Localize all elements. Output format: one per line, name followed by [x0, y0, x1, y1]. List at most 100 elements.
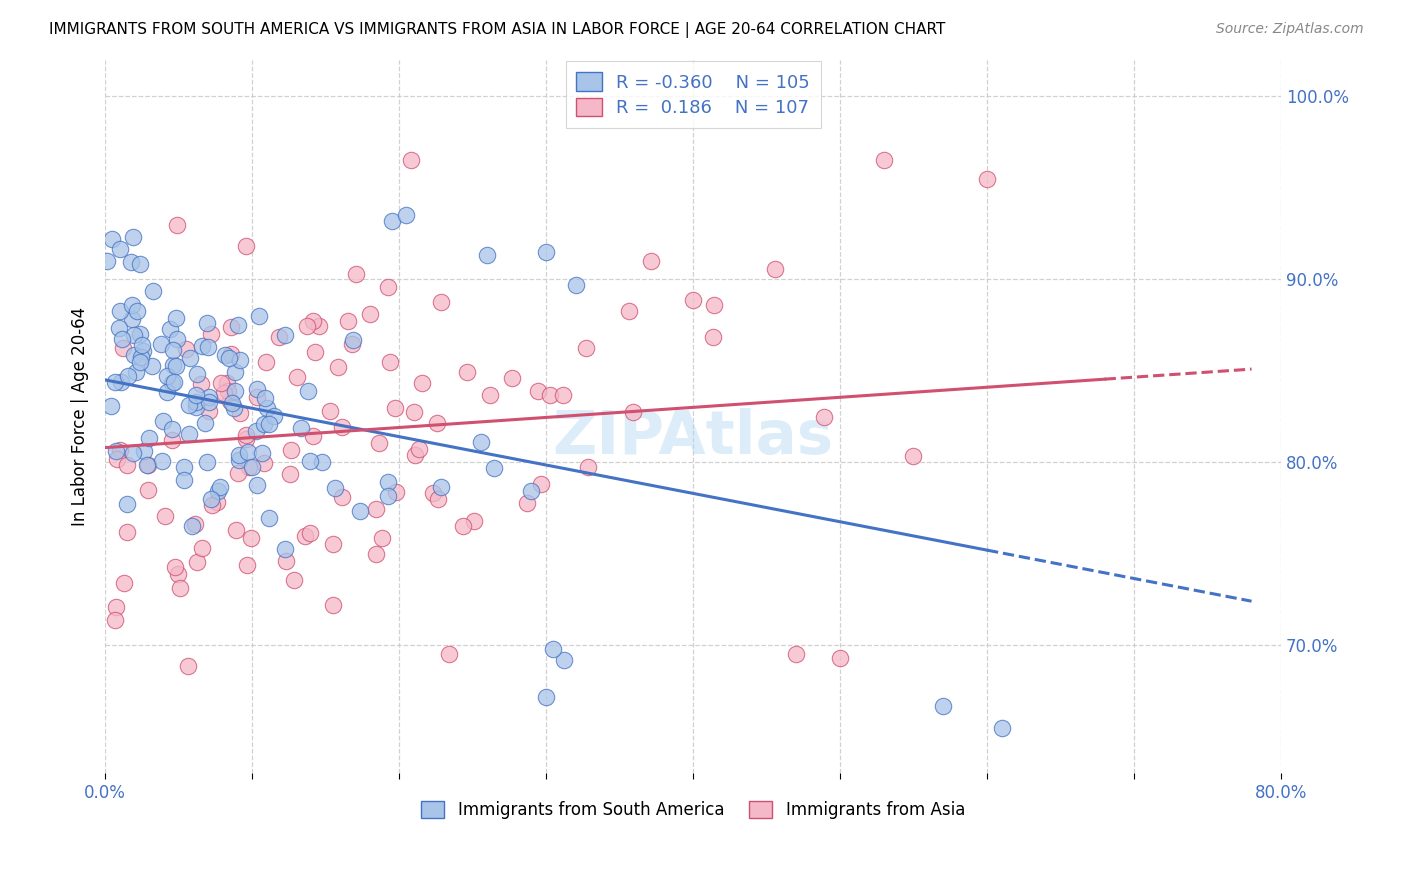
- Point: [152, 414, 174, 428]
- Point: [127, 304, 149, 318]
- Point: [322, 537, 344, 551]
- Point: [283, 573, 305, 587]
- Point: [295, 319, 318, 334]
- Point: [184, 394, 207, 409]
- Point: [330, 419, 353, 434]
- Point: [426, 416, 449, 430]
- Point: [104, 613, 127, 627]
- Point: [173, 473, 195, 487]
- Point: [257, 511, 280, 525]
- Point: [165, 359, 187, 374]
- Point: [214, 348, 236, 362]
- Point: [280, 443, 302, 458]
- Point: [456, 365, 478, 379]
- Point: [209, 480, 232, 494]
- Point: [138, 458, 160, 473]
- Point: [330, 490, 353, 504]
- Text: ZIPAtlas: ZIPAtlas: [553, 409, 834, 467]
- Point: [121, 254, 143, 268]
- Point: [763, 261, 786, 276]
- Point: [430, 295, 453, 310]
- Point: [108, 242, 131, 256]
- Point: [269, 330, 291, 344]
- Point: [342, 333, 364, 347]
- Point: [101, 232, 124, 246]
- Point: [229, 406, 252, 420]
- Point: [115, 497, 138, 511]
- Point: [186, 555, 208, 569]
- Point: [221, 396, 243, 410]
- Point: [297, 384, 319, 398]
- Point: [177, 426, 200, 441]
- Point: [128, 355, 150, 369]
- Point: [702, 330, 724, 344]
- Point: [226, 466, 249, 480]
- Point: [377, 489, 399, 503]
- Point: [263, 409, 285, 423]
- Point: [112, 576, 135, 591]
- Point: [129, 326, 152, 341]
- Point: [224, 384, 246, 398]
- Point: [240, 532, 263, 546]
- Point: [169, 582, 191, 596]
- Point: [478, 388, 501, 402]
- Point: [121, 298, 143, 312]
- Point: [377, 475, 399, 489]
- Point: [198, 394, 221, 409]
- Point: [121, 446, 143, 460]
- Point: [349, 504, 371, 518]
- Point: [166, 219, 188, 233]
- Point: [250, 446, 273, 460]
- Point: [108, 321, 131, 335]
- Point: [156, 368, 179, 383]
- Point: [122, 327, 145, 342]
- Point: [299, 454, 322, 468]
- Point: [378, 355, 401, 369]
- Point: [873, 153, 896, 168]
- Point: [112, 341, 135, 355]
- Point: [245, 424, 267, 438]
- Point: [336, 314, 359, 328]
- Point: [104, 443, 127, 458]
- Point: [190, 377, 212, 392]
- Point: [159, 321, 181, 335]
- Point: [240, 459, 263, 474]
- Point: [553, 653, 575, 667]
- Point: [301, 428, 323, 442]
- Point: [108, 304, 131, 318]
- Point: [294, 529, 316, 543]
- Point: [177, 659, 200, 673]
- Point: [236, 445, 259, 459]
- Point: [257, 417, 280, 432]
- Point: [129, 350, 152, 364]
- Point: [482, 461, 505, 475]
- Point: [304, 345, 326, 359]
- Point: [226, 318, 249, 332]
- Point: [235, 238, 257, 252]
- Point: [219, 347, 242, 361]
- Point: [135, 458, 157, 473]
- Point: [173, 459, 195, 474]
- Point: [368, 435, 391, 450]
- Point: [384, 484, 406, 499]
- Point: [163, 375, 186, 389]
- Point: [520, 483, 543, 498]
- Point: [278, 467, 301, 482]
- Point: [191, 339, 214, 353]
- Point: [359, 307, 381, 321]
- Point: [298, 525, 321, 540]
- Point: [136, 483, 159, 498]
- Legend: Immigrants from South America, Immigrants from Asia: Immigrants from South America, Immigrant…: [415, 794, 972, 826]
- Point: [564, 277, 586, 292]
- Y-axis label: In Labor Force | Age 20-64: In Labor Force | Age 20-64: [72, 307, 89, 526]
- Point: [253, 456, 276, 470]
- Point: [245, 382, 267, 396]
- Point: [166, 332, 188, 346]
- Point: [932, 698, 955, 713]
- Point: [682, 293, 704, 308]
- Point: [162, 343, 184, 358]
- Point: [117, 525, 139, 540]
- Point: [301, 313, 323, 327]
- Point: [276, 554, 298, 568]
- Point: [427, 491, 450, 506]
